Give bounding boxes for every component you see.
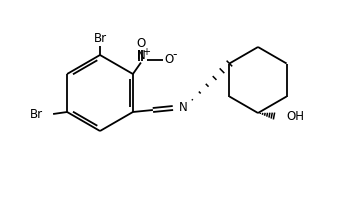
Text: N: N [137, 49, 145, 62]
Text: +: + [142, 47, 150, 57]
Text: O: O [164, 53, 174, 66]
Text: Br: Br [30, 108, 43, 121]
Text: Br: Br [94, 31, 107, 45]
Text: O: O [136, 37, 146, 50]
Text: N: N [179, 101, 188, 113]
Text: -: - [173, 48, 177, 61]
Text: OH: OH [286, 109, 304, 123]
